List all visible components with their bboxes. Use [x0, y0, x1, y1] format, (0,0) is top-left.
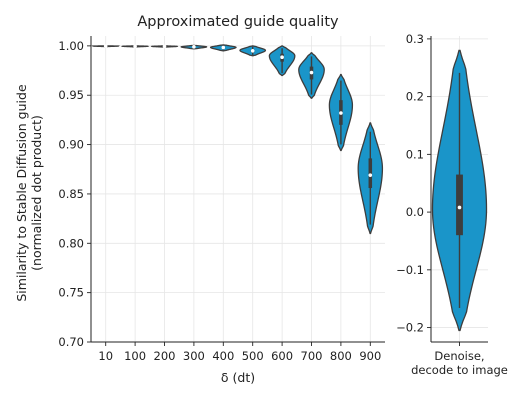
x-tick-label: 10 [98, 349, 113, 363]
left-axes [87, 36, 385, 346]
x-tick-label: Denoise, decode to image [411, 349, 508, 377]
violin-median-dot [309, 70, 314, 75]
x-tick-label: 300 [183, 349, 205, 363]
violin-median-dot [221, 45, 226, 50]
x-tick-label: 100 [124, 349, 146, 363]
y-tick-label: 0.85 [58, 187, 84, 201]
x-tick-label-line: decode to image [411, 363, 508, 377]
x-tick-label: 500 [242, 349, 264, 363]
y-tick-label: 0.2 [406, 90, 424, 104]
left-violins [91, 44, 384, 235]
right-x-tick-labels: Denoise, decode to image [411, 349, 508, 377]
violin-median-dot [280, 55, 284, 60]
violin-median-dot [368, 173, 373, 177]
x-tick-label: 200 [154, 349, 176, 363]
y-tick-label: −0.1 [396, 263, 424, 277]
violin-iqr-box [456, 174, 463, 236]
y-tick-label: 0.80 [58, 236, 84, 250]
y-axis-label-line-2: (normalized dot product) [29, 115, 44, 271]
x-axis-label: δ (dt) [221, 370, 255, 385]
violin-median-dot [250, 49, 255, 53]
y-tick-label: 0.70 [58, 335, 84, 349]
x-tick-label: 400 [212, 349, 234, 363]
right-y-tick-labels: −0.2 −0.1 0.0 0.1 0.2 0.3 [396, 32, 424, 335]
x-tick-label: 800 [330, 349, 352, 363]
violin-median-dot [457, 205, 462, 210]
left-y-tick-labels: 0.70 0.75 0.80 0.85 0.90 0.95 1.00 [58, 39, 84, 349]
x-tick-label-line: Denoise, [434, 349, 484, 363]
x-tick-label: 700 [301, 349, 323, 363]
y-tick-label: −0.2 [396, 321, 424, 335]
y-axis-label: Similarity to Stable Diffusion guide (no… [14, 84, 44, 302]
violin-iqr-box [368, 158, 373, 189]
left-x-tick-labels: 10 100 200 300 400 500 600 700 800 900 [98, 349, 381, 363]
violin-median-dot [162, 44, 167, 49]
violin-median-dot [192, 45, 196, 49]
right-axes [427, 36, 488, 346]
y-tick-label: 0.0 [406, 205, 424, 219]
violin-median-dot [103, 44, 108, 48]
y-axis-label-line-1: Similarity to Stable Diffusion guide [14, 84, 29, 302]
x-tick-label: 600 [271, 349, 293, 363]
y-tick-label: 1.00 [58, 39, 84, 53]
right-violins [431, 49, 488, 332]
violin-median-dot [339, 111, 343, 115]
y-tick-label: 0.90 [58, 138, 84, 152]
chart-title: Approximated guide quality [137, 14, 339, 30]
x-tick-label: 900 [359, 349, 381, 363]
y-tick-label: 0.75 [58, 286, 84, 300]
y-tick-label: 0.3 [406, 32, 424, 46]
y-tick-label: 0.1 [406, 147, 424, 161]
violin-median-dot [133, 44, 137, 49]
y-tick-label: 0.95 [58, 88, 84, 102]
